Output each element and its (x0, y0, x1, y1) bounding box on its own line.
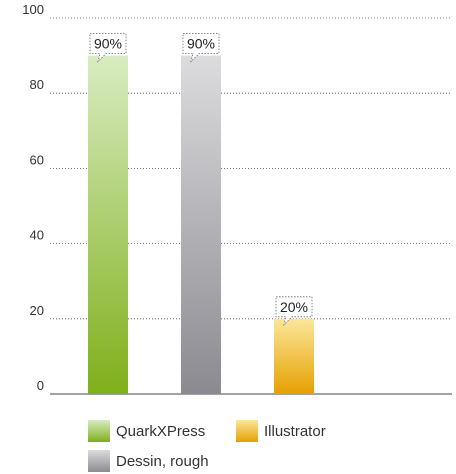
legend-label-dessin-rough: Dessin, rough (116, 452, 209, 470)
y-axis-ticks: 0 20 40 60 80 100 (22, 2, 44, 393)
data-labels: 90% 90% 20% (89, 33, 313, 327)
bar-dessin-rough (181, 55, 221, 394)
legend-swatch-illustrator (236, 420, 258, 442)
bar-quarkxpress (88, 55, 128, 394)
legend-item-quarkxpress: QuarkXPress (88, 420, 205, 442)
y-tick-label-80: 80 (30, 77, 44, 92)
bars (88, 55, 314, 394)
data-label-illustrator: 20% (280, 299, 308, 315)
data-label-dessin-rough: 90% (187, 36, 215, 52)
legend-label-illustrator: Illustrator (264, 422, 326, 440)
legend: QuarkXPress Illustrator Dessin, rough (88, 418, 388, 474)
data-label-box-quarkxpress (89, 33, 127, 63)
y-tick-label-0: 0 (37, 378, 44, 393)
legend-swatch-quarkxpress (88, 420, 110, 442)
y-tick-label-60: 60 (30, 152, 44, 167)
bar-illustrator (274, 318, 314, 394)
y-tick-label-40: 40 (30, 228, 44, 243)
legend-label-quarkxpress: QuarkXPress (116, 422, 206, 440)
legend-item-illustrator: Illustrator (236, 420, 326, 442)
legend-swatch-dessin-rough (88, 450, 110, 472)
data-label-quarkxpress: 90% (94, 36, 122, 52)
y-tick-label-100: 100 (22, 2, 44, 17)
data-label-box-illustrator (275, 296, 313, 327)
data-label-box-dessin-rough (182, 33, 220, 63)
y-tick-label-20: 20 (30, 303, 44, 318)
legend-item-dessin-rough: Dessin, rough (88, 450, 209, 472)
